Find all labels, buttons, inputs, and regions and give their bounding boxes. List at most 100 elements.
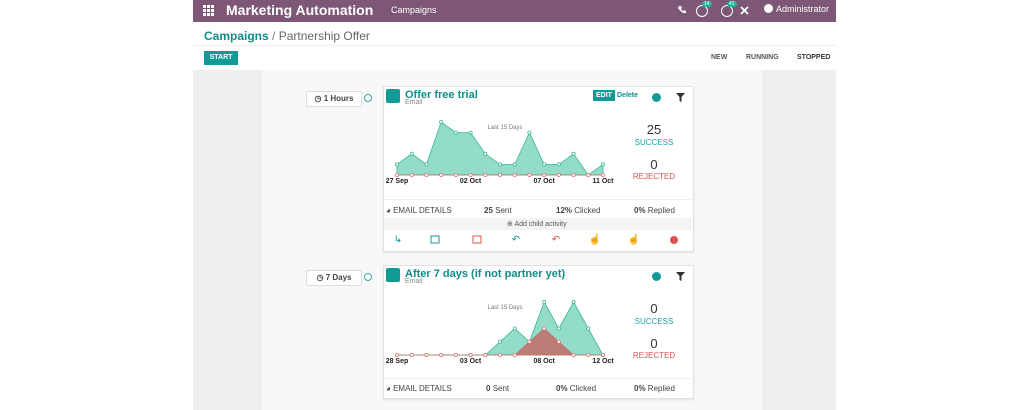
data-point [512,162,517,167]
data-point [586,326,591,331]
rejected-label: REJECTED [632,172,676,181]
replied-value: 0% [634,384,646,393]
data-point [600,353,605,358]
phone-icon[interactable] [677,5,687,15]
connector [364,94,372,102]
data-point [498,339,503,344]
data-point [600,162,605,167]
data-point [483,151,488,156]
stats-icon[interactable] [652,93,661,102]
child-actions: ↳ ↶ ↶ ☝ ☝ [394,233,678,246]
data-point [556,339,561,344]
avatar[interactable] [764,4,773,13]
data-point [394,173,399,178]
app-name[interactable]: Marketing Automation [226,2,374,18]
action-icon[interactable]: ☝ [628,233,640,246]
series-area [397,327,603,356]
navbar: Marketing Automation Campaigns 14 41 Adm… [193,0,836,22]
data-point [512,173,517,178]
data-point [394,162,399,167]
breadcrumb-link[interactable]: Campaigns [204,29,269,43]
add-child-row [384,218,691,230]
action-icon[interactable] [670,236,678,244]
replied-label: Replied [647,384,675,393]
breadcrumb-separator: / [272,29,276,43]
stage[interactable]: STOPPED [797,54,831,61]
filter-icon[interactable] [676,93,685,102]
badge: 14 [702,1,712,7]
close-icon[interactable] [740,6,749,15]
replied-value: 0% [634,206,646,215]
badge: 41 [727,1,737,7]
breadcrumb-current: Partnership Offer [278,29,370,43]
x-label: 11 Oct [592,178,614,185]
data-point [468,130,473,135]
divider [384,378,691,379]
clicked: 12% Clicked [556,206,600,215]
data-point [439,353,444,358]
data-point [527,130,532,135]
action-icon[interactable] [430,235,440,244]
filter-icon[interactable] [676,272,685,281]
start-button[interactable]: START [204,51,238,65]
edit-button[interactable]: EDIT [593,90,615,101]
replied: 0% Replied [634,384,675,393]
x-label: 08 Oct [533,358,555,365]
data-point [439,119,444,124]
data-point [571,299,576,304]
clicked: 0% Clicked [556,384,596,393]
email-details[interactable]: ◕ EMAIL DETAILS [386,206,452,215]
trigger[interactable]: ◷ 1 Hours [306,91,362,107]
divider [193,45,836,46]
x-label: 03 Oct [460,358,482,365]
success-label: SUCCESS [634,317,674,326]
data-point [483,353,488,358]
activity-type: Email [405,99,423,106]
breadcrumb: Campaigns / Partnership Offer [204,29,370,43]
activity-title[interactable]: After 7 days (if not partner yet) [405,268,566,280]
email-details[interactable]: ◕ EMAIL DETAILS [386,384,452,393]
data-point [468,173,473,178]
stats-icon[interactable] [652,272,661,281]
apps-icon[interactable] [203,5,214,16]
data-point [453,173,458,178]
add-child-activity[interactable]: ⊕ Add child activity [507,221,567,228]
replied: 0% Replied [634,206,675,215]
stage[interactable]: RUNNING [746,54,779,61]
x-label: 02 Oct [460,178,482,185]
clicked-value: 12% [556,206,573,215]
x-label: 12 Oct [592,358,614,365]
data-point [527,173,532,178]
data-point [571,353,576,358]
data-point [542,299,547,304]
action-icon[interactable]: ↳ [394,235,402,246]
stage[interactable]: NEW [711,54,728,61]
delete-button[interactable]: Delete [617,92,639,99]
activity-type: Email [405,278,423,285]
sent-label: Sent [492,384,510,393]
activity-title[interactable]: Offer free trial [405,89,478,101]
action-icon[interactable]: ↶ [512,235,520,246]
data-point [571,151,576,156]
user-name[interactable]: Administrator [776,4,830,14]
action-icon[interactable] [472,235,482,244]
x-label: 27 Sep [386,178,409,185]
data-point [409,353,414,358]
sent: 25 Sent [484,206,512,215]
x-label: 28 Sep [386,358,409,365]
add-child-text: Add child activity [514,221,567,228]
divider [384,199,691,200]
data-point [483,173,488,178]
rejected-count: 0 [650,157,658,172]
rejected-label: REJECTED [632,351,676,360]
chart-label: Last 15 Days [487,305,522,311]
action-icon[interactable]: ☝ [589,233,601,246]
action-icon[interactable]: ↶ [552,235,560,246]
menu-item[interactable]: Campaigns [391,5,437,15]
data-point [498,162,503,167]
data-point [512,353,517,358]
trigger[interactable]: ◷ 7 Days [306,270,362,286]
clicked-label: Clicked [574,206,601,215]
data-point [439,173,444,178]
